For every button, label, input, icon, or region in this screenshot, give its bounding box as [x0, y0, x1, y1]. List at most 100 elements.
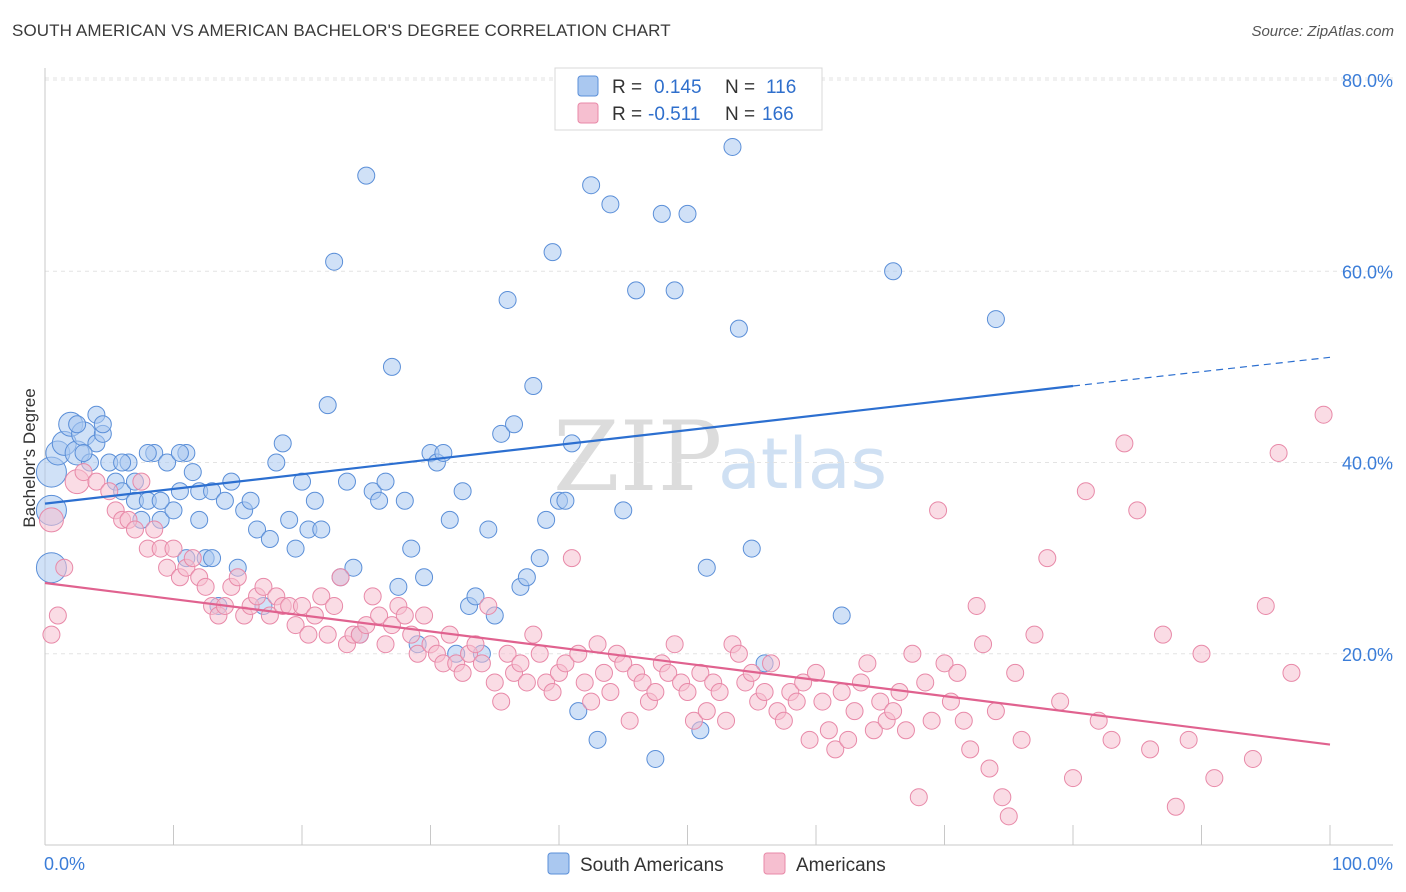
point-american [909, 788, 928, 807]
point-american [1128, 501, 1147, 520]
point-american [1256, 596, 1275, 615]
point-american [993, 788, 1012, 807]
point-american [395, 606, 414, 625]
point-american [646, 683, 665, 701]
point-south-american [517, 568, 536, 587]
point-south-american [723, 137, 742, 156]
point-american [74, 463, 93, 482]
point-american [1282, 663, 1301, 682]
series-americans [38, 405, 1333, 826]
point-south-american [158, 453, 177, 472]
point-american [929, 501, 948, 520]
point-south-american [614, 501, 633, 520]
point-american [896, 721, 915, 740]
point-american [582, 692, 601, 711]
point-american [620, 711, 639, 730]
y-tick-label-40: 40.0% [1342, 454, 1393, 474]
point-south-american [395, 491, 414, 510]
point-american [125, 520, 144, 539]
point-south-american [601, 195, 620, 214]
point-american [601, 683, 620, 701]
point-south-american [68, 415, 87, 434]
point-american [871, 692, 890, 711]
point-american [980, 759, 999, 778]
point-american [864, 721, 883, 740]
point-american [884, 702, 903, 721]
trend-lines [44, 356, 1331, 746]
point-american [479, 596, 498, 615]
point-american [710, 683, 729, 701]
point-american [524, 625, 543, 644]
point-american [562, 549, 581, 568]
y-tick-label-60: 60.0% [1342, 262, 1393, 282]
point-american [517, 673, 536, 692]
point-south-american [305, 491, 324, 510]
point-american [408, 644, 427, 663]
point-american [967, 596, 986, 615]
y-tick-labels: 20.0% 40.0% 60.0% 80.0% [1342, 71, 1393, 665]
point-american [42, 625, 61, 644]
point-south-american [93, 415, 112, 434]
point-american [1064, 769, 1082, 788]
point-american [485, 673, 504, 692]
point-american [1314, 405, 1333, 424]
watermark-atlas: atlas [718, 423, 887, 505]
point-south-american [183, 463, 202, 482]
point-american [845, 702, 864, 721]
trend-line-americans [44, 581, 1331, 746]
point-south-american [505, 415, 524, 434]
legend-r-value-1: 0.145 [654, 77, 702, 98]
point-south-american [382, 357, 401, 376]
point-american [717, 711, 736, 730]
point-south-american [389, 577, 408, 596]
point-american [556, 654, 575, 673]
point-south-american [986, 310, 1005, 329]
point-south-american [678, 204, 697, 223]
point-south-american [582, 176, 601, 195]
point-south-american [524, 377, 543, 395]
point-american [415, 606, 434, 625]
point-south-american [742, 539, 761, 558]
legend-r-label-1: R = [612, 77, 642, 98]
point-american [1179, 730, 1198, 749]
point-american [1141, 740, 1160, 759]
grid-lines [45, 77, 1393, 655]
point-american [774, 711, 793, 730]
point-american [1051, 692, 1070, 711]
point-american [318, 625, 337, 644]
point-american [228, 568, 247, 587]
point-south-american [113, 453, 132, 472]
point-american [826, 740, 845, 759]
point-american [286, 616, 305, 635]
point-american [588, 635, 607, 654]
point-south-american [318, 396, 337, 415]
point-south-american [138, 443, 157, 462]
point-south-american [241, 491, 260, 510]
legend-box [554, 67, 823, 131]
point-american [1166, 797, 1185, 816]
point-american [312, 587, 331, 606]
point-south-american [530, 549, 549, 568]
point-south-american [498, 290, 517, 309]
point-american [839, 730, 858, 749]
point-american [903, 644, 922, 663]
point-south-american [652, 204, 671, 223]
point-american [575, 673, 594, 692]
point-south-american [569, 702, 588, 721]
point-american [999, 807, 1018, 826]
point-south-american [543, 243, 562, 262]
point-american [819, 721, 838, 740]
point-american [948, 663, 967, 682]
point-south-american [479, 520, 498, 539]
point-american [787, 692, 806, 711]
point-american [183, 549, 202, 568]
source-label: Source: ZipAtlas.com [1251, 23, 1394, 40]
point-south-american [344, 558, 363, 577]
point-american [986, 702, 1005, 721]
point-south-american [415, 568, 434, 587]
point-south-american [697, 558, 716, 577]
point-american [697, 702, 716, 721]
point-american [1025, 625, 1044, 644]
point-south-american [190, 510, 209, 529]
